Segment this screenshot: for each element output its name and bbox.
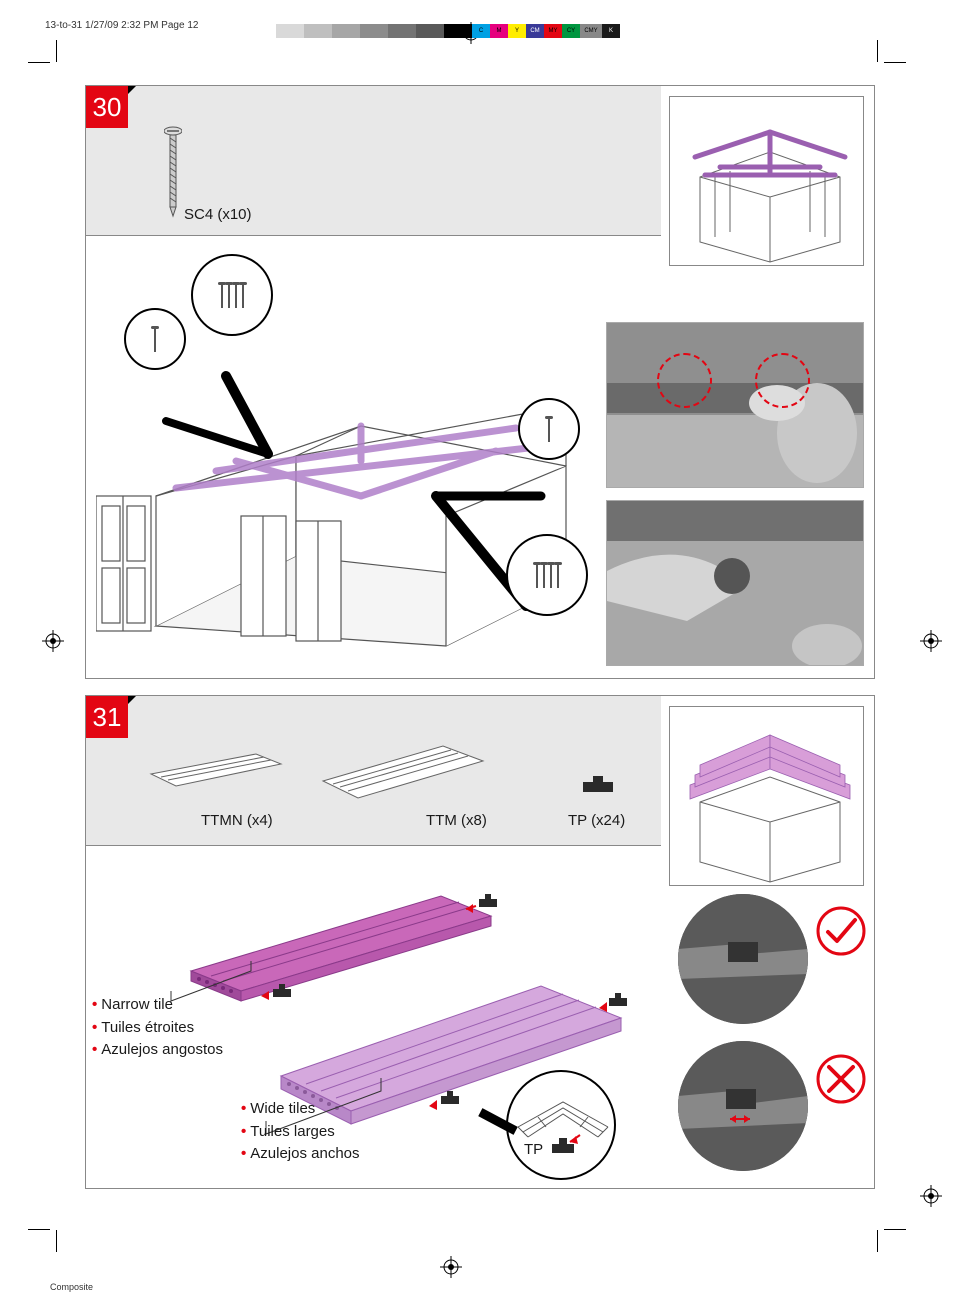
crop-mark — [877, 1230, 878, 1252]
m-swatch: M — [490, 24, 508, 38]
label-fr: Tuiles étroites — [101, 1019, 194, 1036]
cross-icon — [816, 1054, 866, 1104]
printer-color-bar: C M Y CM MY CY CMY K — [248, 24, 620, 38]
narrow-tile-labels: •Narrow tile •Tuiles étroites •Azulejos … — [92, 994, 223, 1062]
mini-screw-icon — [153, 326, 157, 352]
list-item: •Tuiles étroites — [92, 1017, 223, 1040]
gray-swatch — [276, 24, 304, 38]
tp-detail-circle — [506, 1070, 616, 1180]
mini-screw-icon — [542, 562, 546, 588]
mini-screw-icon — [220, 282, 224, 308]
step-number-badge: 31 — [86, 696, 128, 738]
list-item: •Azulejos anchos — [241, 1143, 360, 1166]
crop-mark — [56, 1230, 57, 1252]
step-31-panel: 31 TTMN (x4) TTM (x8) TP (x24) — [85, 695, 875, 1189]
c-swatch: C — [472, 24, 490, 38]
mini-screw-icon — [535, 562, 539, 588]
crop-mark — [884, 62, 906, 63]
label-es: Azulejos angostos — [101, 1041, 223, 1058]
highlight-circle — [755, 353, 810, 408]
callout-screws-4 — [506, 534, 588, 616]
cm-swatch: CM — [526, 24, 544, 38]
gray-swatch — [388, 24, 416, 38]
result-illustration-box — [669, 96, 864, 266]
mini-screw-icon — [241, 282, 245, 308]
page-content: 30 SC4 (x10) — [85, 85, 875, 1205]
ttmn-label: TTMN (x4) — [201, 812, 273, 829]
mini-screw-icon — [556, 562, 560, 588]
composite-label: Composite — [50, 1282, 93, 1292]
my-swatch: MY — [544, 24, 562, 38]
gray-swatch — [332, 24, 360, 38]
y-swatch: Y — [508, 24, 526, 38]
registration-mark — [920, 630, 942, 652]
crop-mark — [28, 1229, 50, 1230]
wide-tile-labels: •Wide tiles •Tuiles larges •Azulejos anc… — [241, 1098, 360, 1166]
assembly-photo-bottom — [606, 500, 864, 666]
mini-screw-icon — [227, 282, 231, 308]
sc4-screw-icon — [164, 126, 182, 223]
crop-mark — [56, 40, 57, 62]
crop-mark — [884, 1229, 906, 1230]
mini-screw-icon — [549, 562, 553, 588]
label-en: Wide tiles — [250, 1100, 315, 1117]
step-30-panel: 30 SC4 (x10) — [85, 85, 875, 679]
k-swatch: K — [602, 24, 620, 38]
tp-clip-icon — [581, 776, 615, 798]
tp-label: TP (x24) — [568, 812, 625, 829]
label-fr: Tuiles larges — [250, 1123, 334, 1140]
assembly-photo-top — [606, 322, 864, 488]
label-en: Narrow tile — [101, 996, 173, 1013]
registration-mark — [42, 630, 64, 652]
gray-swatch — [360, 24, 388, 38]
list-item: •Tuiles larges — [241, 1121, 360, 1144]
wrong-detail-photo — [678, 1041, 808, 1171]
ttm-tile-icon — [318, 726, 488, 804]
highlight-circle — [657, 353, 712, 408]
gray-swatch — [444, 24, 472, 38]
list-item: •Wide tiles — [241, 1098, 360, 1121]
gray-swatch — [304, 24, 332, 38]
registration-mark — [920, 1185, 942, 1207]
result-illustration-box — [669, 706, 864, 886]
crop-mark — [28, 62, 50, 63]
cy-swatch: CY — [562, 24, 580, 38]
bullet-dot: • — [241, 1145, 246, 1162]
mini-screw-icon — [234, 282, 238, 308]
list-item: •Narrow tile — [92, 994, 223, 1017]
page-header-meta: 13-to-31 1/27/09 2:32 PM Page 12 — [45, 20, 198, 31]
callout-screws-4 — [191, 254, 273, 336]
label-es: Azulejos anchos — [250, 1145, 359, 1162]
bullet-dot: • — [92, 1041, 97, 1058]
cmy-swatch: CMY — [580, 24, 602, 38]
list-item: •Azulejos angostos — [92, 1039, 223, 1062]
bullet-dot: • — [241, 1123, 246, 1140]
correct-detail-photo — [678, 894, 808, 1024]
gray-swatch — [416, 24, 444, 38]
gray-swatch — [248, 24, 276, 38]
shed-frame-result — [670, 97, 865, 267]
step-number-badge: 30 — [86, 86, 128, 128]
sc4-label: SC4 (x10) — [184, 206, 252, 223]
checkmark-icon — [816, 906, 866, 956]
callout-screw-1 — [518, 398, 580, 460]
bullet-dot: • — [92, 996, 97, 1013]
tp-callout-label: TP — [524, 1141, 543, 1158]
ttm-label: TTM (x8) — [426, 812, 487, 829]
bullet-dot: • — [92, 1019, 97, 1036]
registration-mark — [440, 1256, 462, 1278]
bullet-dot: • — [241, 1100, 246, 1117]
callout-screw-1 — [124, 308, 186, 370]
mini-screw-icon — [547, 416, 551, 442]
crop-mark — [877, 40, 878, 62]
ttmn-tile-icon — [146, 734, 286, 794]
